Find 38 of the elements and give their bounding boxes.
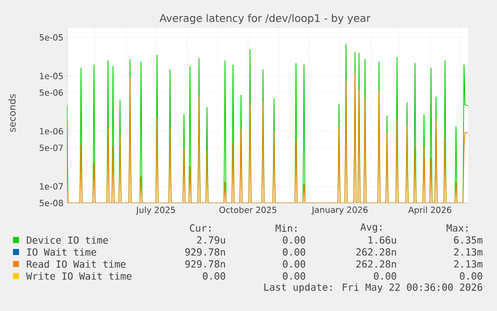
text: 0.00 [202,272,226,280]
y-axis-title: seconds [8,94,16,132]
x-tick-label: July 2025 [136,206,175,215]
x-tick-label: January 2026 [311,206,368,215]
text: Last update: Fri May 22 00:36:00 2026 [264,283,482,293]
text: 2.79u [197,236,225,244]
text: Cur: [190,224,210,232]
x-tick-label: April 2026 [408,206,452,215]
text: 929.78n [185,248,225,256]
text: 262.28n [356,260,396,268]
legend-label: Device IO time [26,236,108,244]
text: Min: [276,224,296,232]
text: 2.13m [454,260,482,268]
y-tick-label: 5e-05 [40,34,63,41]
text: Avg: [360,223,382,233]
y-tick-label: 5e-06 [40,89,63,96]
chart-title: Average latency for /dev/loop1 - by year [160,14,371,24]
text: 0.00 [282,236,306,244]
text: 0.00 [460,272,482,280]
text: 2.13m [454,248,482,256]
text: Max: [446,224,468,232]
text: 0.00 [282,260,306,268]
text: 1.66u [368,236,396,244]
text: 0.00 [282,272,306,280]
text: 929.78n [185,260,225,268]
legend-label: Write IO Wait time [26,272,132,280]
y-tick-label: 5e-08 [40,200,63,206]
y-tick-label: 5e-07 [40,144,63,152]
legend-label: IO Wait time [27,248,96,256]
y-tick-label: 1e-05 [40,72,63,80]
y-tick-label: 1e-06 [40,128,63,134]
y-tick-label: 1e-07 [40,183,63,190]
text: 0.00 [374,272,396,280]
legend-label: Read IO Wait time [26,260,126,268]
text: 262.28n [356,248,396,256]
text: 6.35m [454,236,482,244]
text: 0.00 [282,248,306,256]
x-tick-label: October 2025 [219,206,276,214]
